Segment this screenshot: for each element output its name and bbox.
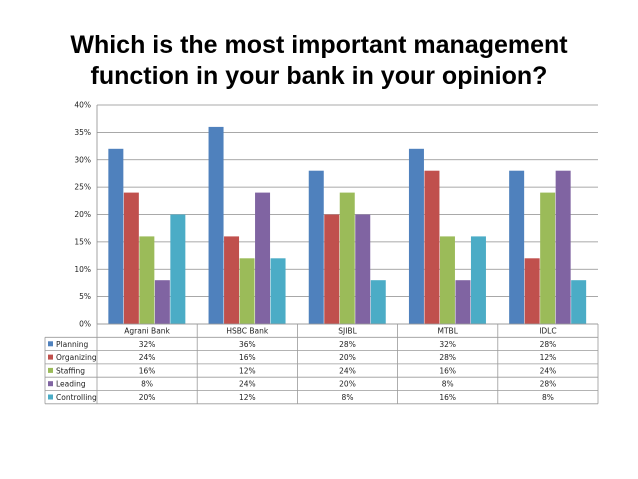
bars <box>108 126 587 325</box>
y-tick-label: 40% <box>74 101 91 110</box>
legend-key-leading <box>48 381 53 387</box>
data-label: 8% <box>442 380 454 389</box>
y-tick-label: 20% <box>74 210 91 219</box>
bar-staffing-4 <box>540 192 556 324</box>
bar-staffing-3 <box>439 236 455 324</box>
bar-staffing-1 <box>239 258 255 324</box>
bar-planning-2 <box>308 170 324 324</box>
bar-planning-3 <box>408 148 424 324</box>
bar-staffing-0 <box>139 236 155 324</box>
series-name: Organizing <box>56 353 97 362</box>
bar-staffing-2 <box>339 192 355 324</box>
chart-title-line-1: Which is the most important management <box>70 31 568 59</box>
y-tick-label: 5% <box>79 292 91 301</box>
bar-organizing-1 <box>224 236 240 324</box>
data-label: 16% <box>439 366 456 375</box>
bar-controlling-0 <box>170 214 186 324</box>
data-label: 20% <box>139 393 156 402</box>
data-label: 24% <box>540 366 557 375</box>
y-tick-label: 15% <box>74 237 91 246</box>
chart-title-line-2: function in your bank in your opinion? <box>90 62 548 90</box>
bar-organizing-3 <box>424 170 440 324</box>
data-label: 28% <box>540 380 557 389</box>
bar-controlling-1 <box>270 258 286 324</box>
bar-leading-4 <box>555 170 571 324</box>
data-label: 28% <box>339 340 356 349</box>
data-label: 32% <box>439 340 456 349</box>
series-name: Planning <box>56 340 89 349</box>
series-name: Controlling <box>56 393 97 402</box>
data-label: 36% <box>239 340 256 349</box>
bar-organizing-0 <box>123 192 139 324</box>
y-tick-label: 25% <box>74 183 91 192</box>
category-label: MTBL <box>438 327 459 336</box>
legend-key-staffing <box>48 367 53 373</box>
bar-planning-1 <box>208 126 224 325</box>
data-label: 8% <box>342 393 354 402</box>
series-name: Leading <box>56 380 86 389</box>
data-label: 8% <box>141 380 153 389</box>
category-label: Agrani Bank <box>124 327 170 336</box>
data-label: 12% <box>540 353 557 362</box>
category-label: SJIBL <box>338 327 357 336</box>
legend-key-planning <box>48 341 53 347</box>
data-label: 20% <box>339 380 356 389</box>
category-label: HSBC Bank <box>226 327 269 336</box>
bar-organizing-4 <box>524 258 540 324</box>
y-tick-label: 10% <box>74 265 91 274</box>
bar-leading-0 <box>154 280 170 324</box>
data-label: 12% <box>239 393 256 402</box>
data-label: 12% <box>239 366 256 375</box>
series-name: Staffing <box>56 366 85 375</box>
bar-leading-1 <box>255 192 271 324</box>
y-tick-label: 0% <box>79 320 91 329</box>
data-label: 16% <box>439 393 456 402</box>
data-label: 24% <box>339 366 356 375</box>
data-label: 28% <box>439 353 456 362</box>
bar-organizing-2 <box>324 214 340 324</box>
bar-leading-2 <box>355 214 371 324</box>
bar-planning-0 <box>108 148 124 324</box>
data-label: 32% <box>139 340 156 349</box>
data-label: 24% <box>239 380 256 389</box>
legend-key-organizing <box>48 354 53 360</box>
data-label: 8% <box>542 393 554 402</box>
bar-controlling-4 <box>571 280 587 324</box>
bar-controlling-2 <box>370 280 386 324</box>
bar-planning-4 <box>509 170 525 324</box>
legend-key-controlling <box>48 394 53 400</box>
bar-controlling-3 <box>470 236 486 324</box>
y-tick-label: 35% <box>74 128 91 137</box>
bar-leading-3 <box>455 280 471 324</box>
data-table: Agrani Bank HSBC Bank SJIBL MTBL IDLC Plannin… <box>44 323 599 405</box>
y-axis-ticks: 0% 5% 10% 15% 20% 25% 30% 35% 40% <box>74 101 91 329</box>
chart-title: Which is the most important management f… <box>0 30 638 92</box>
data-label: 20% <box>339 353 356 362</box>
category-label: IDLC <box>539 327 556 336</box>
data-label: 28% <box>540 340 557 349</box>
data-label: 16% <box>139 366 156 375</box>
data-label: 16% <box>239 353 256 362</box>
y-tick-label: 30% <box>74 155 91 164</box>
data-label: 24% <box>139 353 156 362</box>
